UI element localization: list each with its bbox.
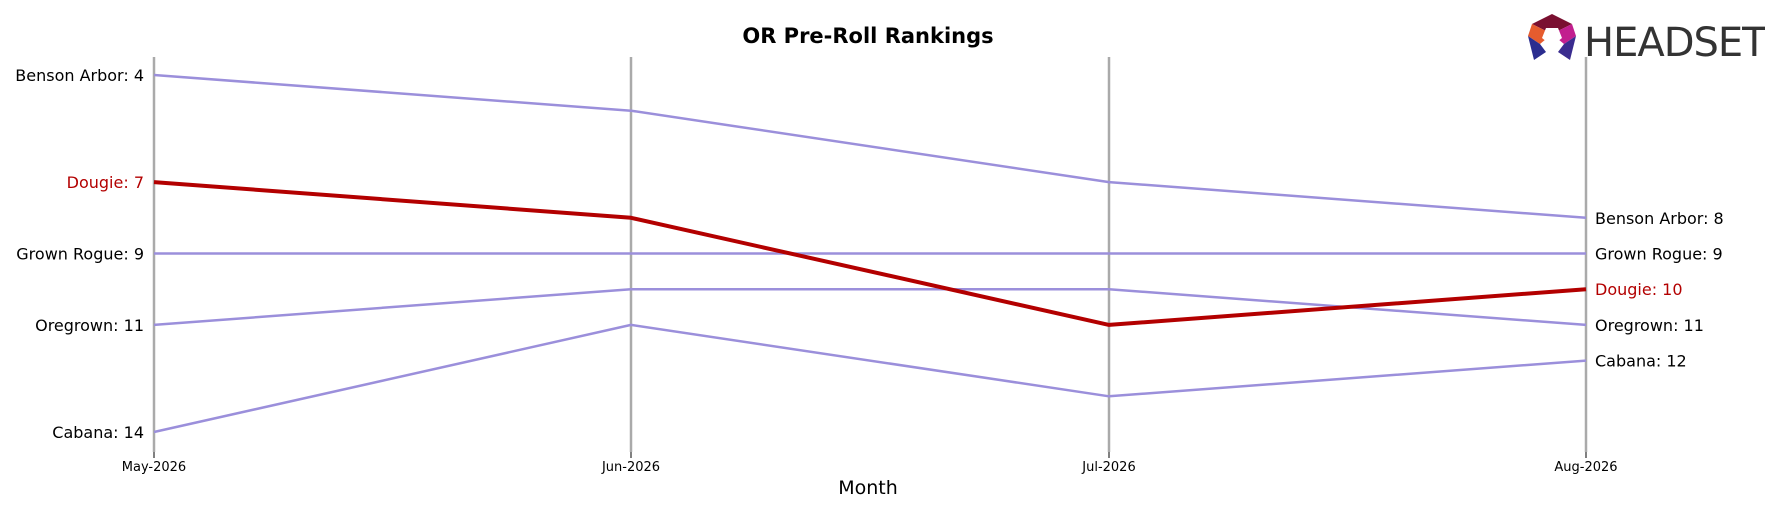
end-label: Grown Rogue: 9 [1595,245,1723,264]
x-tick-label: Jun-2026 [601,460,660,475]
series-line-benson-arbor [153,73,1587,220]
series-lines [153,73,1587,434]
end-label: Benson Arbor: 8 [1595,209,1724,228]
x-tick-label: Jul-2026 [1081,460,1135,475]
x-tick-label: May-2026 [122,460,186,475]
series-line-cabana [153,323,1587,434]
series-labels: Benson Arbor: 4 Dougie: 7 Grown Rogue: 9 Or… [15,66,1723,442]
start-label: Cabana: 14 [52,423,144,442]
chart-title: OR Pre-Roll Rankings [742,24,993,48]
headset-logo: HEADSET [1528,14,1765,66]
end-label: Oregrown: 11 [1595,316,1704,335]
series-line-dougie [153,180,1587,327]
x-tick-labels: May-2026 Jun-2026 Jul-2026 Aug-2026 [122,452,1618,475]
start-label: Benson Arbor: 4 [15,66,144,85]
start-label: Oregrown: 11 [35,316,144,335]
x-tick-label: Aug-2026 [1554,460,1617,475]
start-label: Dougie: 7 [67,173,144,192]
x-axis-label: Month [838,477,898,499]
end-label: Dougie: 10 [1595,280,1683,299]
headset-logo-text: HEADSET [1584,20,1765,66]
start-label: Grown Rogue: 9 [16,245,144,264]
headset-hexagon-icon [1528,14,1576,60]
end-label: Cabana: 12 [1595,352,1687,371]
